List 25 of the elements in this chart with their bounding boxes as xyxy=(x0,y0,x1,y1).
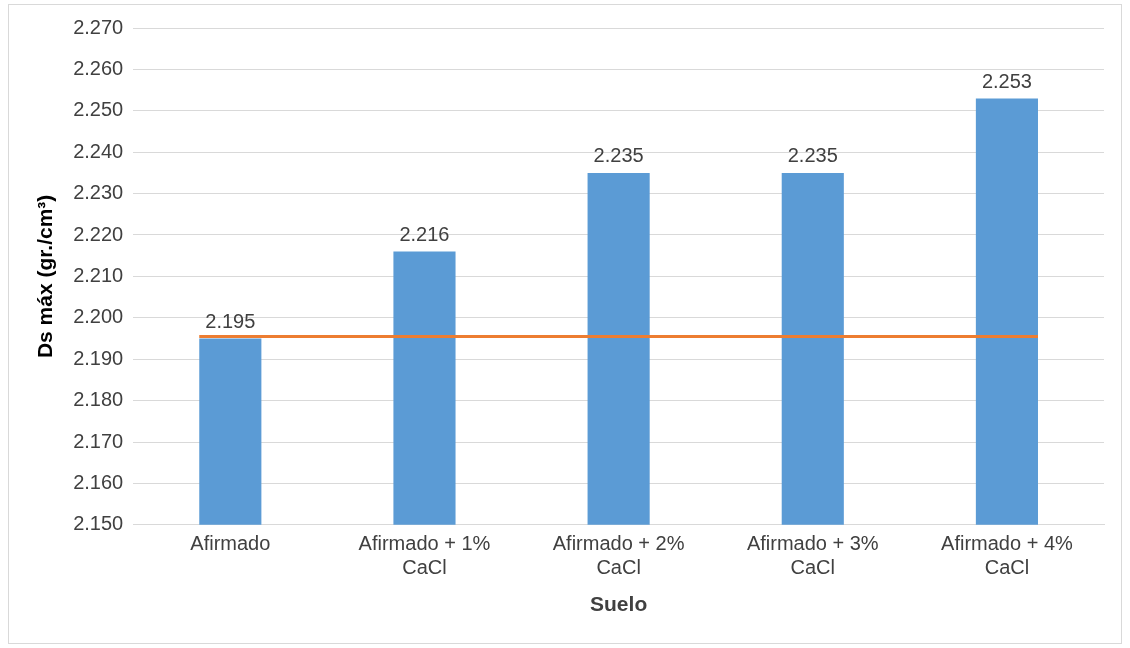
y-tick-label: 2.220 xyxy=(73,222,124,245)
y-tick-label: 2.200 xyxy=(73,305,124,328)
y-tick-label: 2.240 xyxy=(73,139,124,162)
y-axis-title: Ds máx (gr./cm³) xyxy=(33,194,57,359)
y-tick-label: 2.190 xyxy=(73,346,124,369)
y-tick-label: 2.160 xyxy=(73,470,124,493)
data-label: 2.195 xyxy=(205,310,256,333)
y-tick-label: 2.270 xyxy=(73,15,124,38)
y-tick-label: 2.210 xyxy=(73,263,124,286)
y-tick-label: 2.150 xyxy=(73,512,124,535)
y-tick-label: 2.260 xyxy=(73,56,124,79)
data-label: 2.253 xyxy=(981,69,1032,92)
data-label: 2.235 xyxy=(593,144,644,167)
data-label: 2.235 xyxy=(787,144,838,167)
x-tick-label: Afirmado + 4% CaCl xyxy=(941,532,1073,579)
y-tick-label: 2.170 xyxy=(73,429,124,452)
x-tick-label: Afirmado + 2% CaCl xyxy=(552,532,685,579)
x-tick-label: Afirmado xyxy=(190,532,271,555)
x-tick-label: Afirmado + 3% CaCl xyxy=(746,532,879,579)
y-tick-label: 2.250 xyxy=(73,98,124,121)
y-tick-label: 2.230 xyxy=(73,181,124,204)
x-tick-label: Afirmado + 1% CaCl xyxy=(358,532,491,579)
y-tick-label: 2.180 xyxy=(73,388,124,411)
x-axis-title: Suelo xyxy=(590,592,648,616)
data-label: 2.216 xyxy=(399,223,450,246)
